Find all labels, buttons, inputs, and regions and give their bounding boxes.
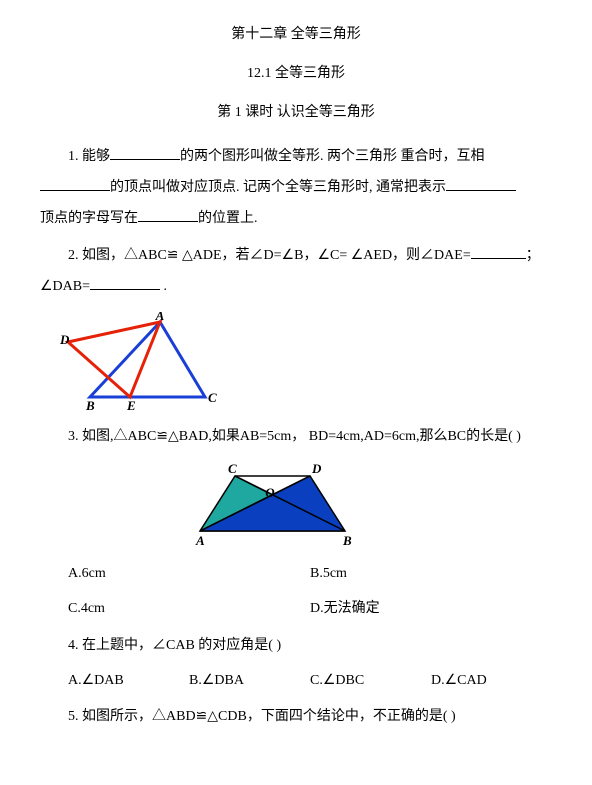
q2-text-3: ∠DAB= bbox=[40, 279, 90, 294]
blank bbox=[138, 208, 198, 222]
label-a: A bbox=[155, 312, 165, 323]
lesson-title: 第 1 课时 认识全等三角形 bbox=[40, 98, 552, 129]
blank bbox=[90, 276, 160, 290]
blank bbox=[446, 177, 516, 191]
choice-d: D.∠CAD bbox=[431, 666, 552, 697]
question-3: 3. 如图,△ABC≌△BAD,如果AB=5cm， BD=4cm,AD=6cm,… bbox=[40, 422, 552, 453]
label-b: B bbox=[342, 533, 352, 548]
question-4: 4. 在上题中，∠CAB 的对应角是( ) bbox=[40, 631, 552, 662]
q1-text-5: 的位置上. bbox=[198, 211, 258, 226]
blank bbox=[471, 245, 526, 259]
choice-a: A.6cm bbox=[68, 559, 310, 590]
q2-text-4: . bbox=[160, 279, 167, 294]
q3-choices-row2: C.4cm D.无法确定 bbox=[68, 594, 552, 625]
label-c: C bbox=[208, 390, 217, 405]
chapter-title: 第十二章 全等三角形 bbox=[40, 20, 552, 51]
choice-c: C.∠DBC bbox=[310, 666, 431, 697]
label-d: D bbox=[311, 461, 322, 476]
q1-text-1: 1. 能够 bbox=[68, 149, 110, 164]
question-1-line2: 的顶点叫做对应顶点. 记两个全等三角形时, 通常把表示 bbox=[40, 173, 552, 204]
figure-2: A B C D O bbox=[180, 461, 552, 551]
blank bbox=[110, 146, 180, 160]
label-o: O bbox=[265, 485, 275, 500]
question-1: 1. 能够 的两个图形叫做全等形. 两个三角形 重合时，互相 bbox=[40, 142, 552, 173]
q1-text-3: 的顶点叫做对应顶点. 记两个全等三角形时, 通常把表示 bbox=[110, 180, 446, 195]
q1-text-4: 顶点的字母写在 bbox=[40, 211, 138, 226]
question-2-line2: ∠DAB= . bbox=[40, 272, 552, 303]
choice-b: B.∠DBA bbox=[189, 666, 310, 697]
blank bbox=[40, 177, 110, 191]
choice-d: D.无法确定 bbox=[310, 594, 552, 625]
choice-b: B.5cm bbox=[310, 559, 552, 590]
choice-c: C.4cm bbox=[68, 594, 310, 625]
question-1-line3: 顶点的字母写在 的位置上. bbox=[40, 204, 552, 235]
q2-text-1: 2. 如图，△ABC≌ △ADE，若∠D=∠B，∠C= ∠AED，则∠DAE= bbox=[68, 248, 471, 263]
label-e: E bbox=[126, 398, 136, 412]
q2-text-2: ； bbox=[526, 248, 540, 263]
label-d: D bbox=[60, 332, 70, 347]
question-5: 5. 如图所示，△ABD≌△CDB，下面四个结论中，不正确的是( ) bbox=[40, 702, 552, 733]
q4-choices: A.∠DAB B.∠DBA C.∠DBC D.∠CAD bbox=[68, 666, 552, 697]
label-a: A bbox=[195, 533, 205, 548]
triangle-ade bbox=[68, 322, 160, 397]
label-c: C bbox=[228, 461, 237, 476]
q3-choices-row1: A.6cm B.5cm bbox=[68, 559, 552, 590]
question-2: 2. 如图，△ABC≌ △ADE，若∠D=∠B，∠C= ∠AED，则∠DAE= ； bbox=[40, 241, 552, 272]
choice-a: A.∠DAB bbox=[68, 666, 189, 697]
q1-text-2: 的两个图形叫做全等形. 两个三角形 重合时，互相 bbox=[180, 149, 485, 164]
section-title: 12.1 全等三角形 bbox=[40, 59, 552, 90]
label-b: B bbox=[85, 398, 95, 412]
figure-1: A D B E C bbox=[60, 312, 552, 412]
